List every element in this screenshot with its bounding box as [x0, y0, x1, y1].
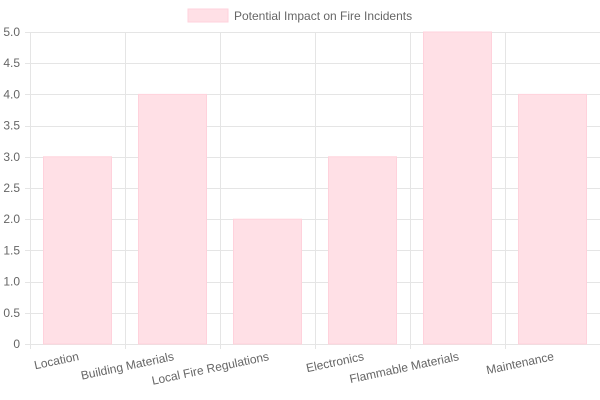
- bar-building-materials[interactable]: [138, 93, 207, 345]
- x-tick-label: Location: [33, 349, 80, 372]
- y-tick-label: 1.0: [3, 275, 20, 289]
- bar-flammable-materials[interactable]: [423, 31, 492, 345]
- y-tick-label: 5.0: [3, 25, 20, 39]
- y-tick-label: 4.0: [3, 87, 20, 101]
- x-tick-label: Flammable Materials: [348, 349, 460, 386]
- y-tick-label: 3.5: [3, 119, 20, 133]
- bar-location[interactable]: [43, 156, 112, 345]
- y-tick-label: 4.5: [3, 56, 20, 70]
- grid: [25, 32, 600, 349]
- y-tick-label: 1.5: [3, 243, 20, 257]
- legend: Potential Impact on Fire Incidents: [187, 8, 412, 23]
- y-tick-label: 2.0: [3, 212, 20, 226]
- bar-local-fire-regulations[interactable]: [233, 218, 302, 345]
- bar-maintenance[interactable]: [518, 93, 587, 345]
- legend-label: Potential Impact on Fire Incidents: [234, 9, 412, 23]
- y-axis-tick-labels: 0 0.5 1.0 1.5 2.0 2.5 3.0 3.5 4.0 4.5 5.0: [3, 25, 20, 351]
- bar-electronics[interactable]: [328, 156, 397, 345]
- bars: [43, 31, 587, 345]
- y-tick-label: 2.5: [3, 181, 20, 195]
- legend-swatch: [187, 8, 229, 23]
- y-tick-label: 0: [13, 337, 20, 351]
- x-tick-label: Maintenance: [485, 349, 555, 377]
- y-tick-label: 0.5: [3, 306, 20, 320]
- y-tick-label: 3.0: [3, 150, 20, 164]
